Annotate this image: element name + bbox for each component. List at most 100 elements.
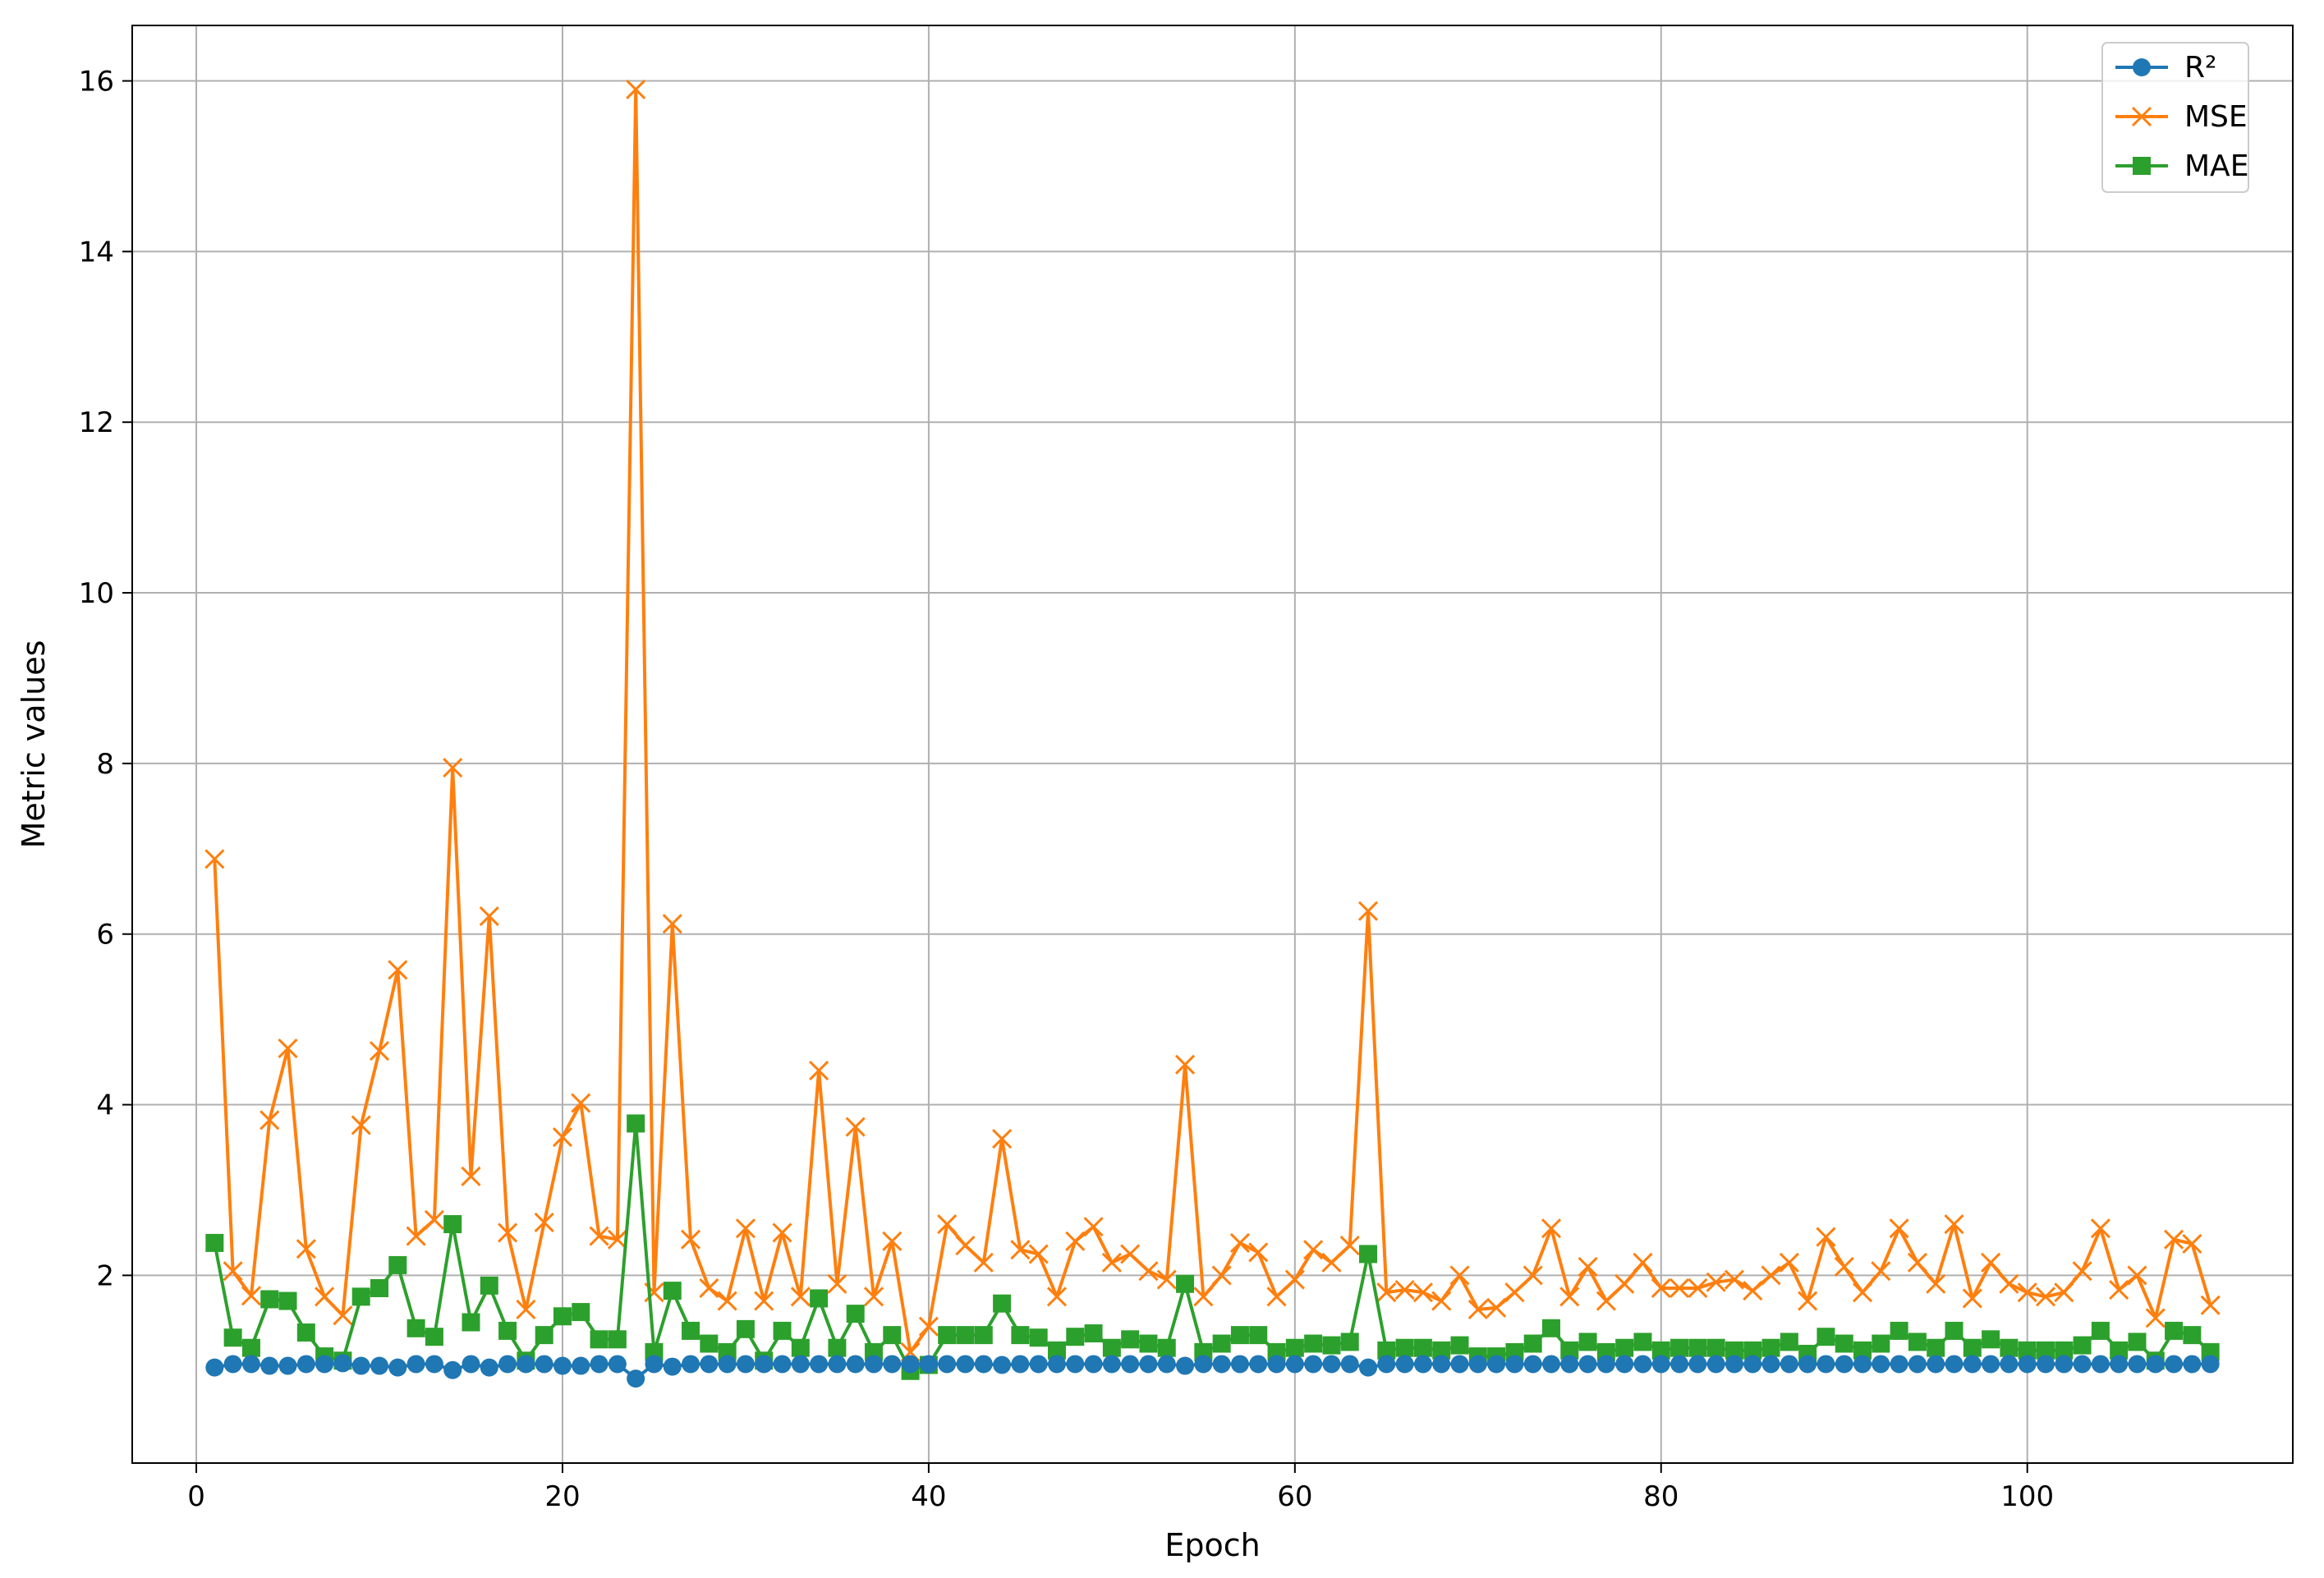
data-point xyxy=(1596,1291,1616,1311)
data-point xyxy=(626,79,646,99)
data-point xyxy=(846,1355,865,1374)
data-point xyxy=(1890,1321,1908,1340)
data-point xyxy=(608,1330,627,1349)
data-point xyxy=(810,1289,829,1308)
data-point xyxy=(1102,1355,1121,1374)
data-point xyxy=(1927,1355,1945,1374)
data-point xyxy=(1633,1355,1652,1374)
data-point xyxy=(1450,1336,1469,1355)
data-point xyxy=(2035,1287,2056,1307)
data-point xyxy=(993,1294,1012,1313)
data-point xyxy=(1139,1334,1158,1353)
data-point xyxy=(1743,1355,1762,1374)
data-point xyxy=(2127,1265,2147,1286)
data-point xyxy=(370,1356,389,1375)
data-point xyxy=(480,1276,498,1295)
data-point xyxy=(1359,1245,1378,1264)
data-point xyxy=(1852,1282,1873,1303)
data-point xyxy=(1578,1333,1597,1351)
x-tick-label: 80 xyxy=(1643,1480,1679,1513)
data-point xyxy=(534,1212,554,1233)
data-point xyxy=(223,1355,242,1374)
data-point xyxy=(1083,1217,1104,1237)
data-point xyxy=(845,1117,866,1137)
data-point xyxy=(553,1307,572,1326)
data-point xyxy=(992,1129,1013,1149)
data-point xyxy=(1120,1244,1141,1264)
x-axis: 0 20 40 60 80 100 xyxy=(187,1463,2054,1513)
data-point xyxy=(205,1358,224,1377)
data-point xyxy=(1541,1319,1560,1337)
data-point xyxy=(1926,1273,1946,1294)
data-point xyxy=(1431,1291,1452,1311)
data-point xyxy=(241,1355,260,1374)
data-point xyxy=(278,1291,297,1310)
data-point xyxy=(1084,1355,1103,1374)
data-point xyxy=(1248,1242,1269,1263)
data-point xyxy=(1541,1355,1560,1374)
data-point xyxy=(2036,1341,2055,1360)
data-point xyxy=(1102,1338,1121,1357)
data-point xyxy=(791,1338,810,1357)
data-point xyxy=(1028,1244,1049,1264)
data-point xyxy=(1211,1265,1232,1286)
data-point xyxy=(553,1356,572,1375)
data-point xyxy=(315,1287,335,1307)
data-point xyxy=(1725,1355,1743,1374)
data-point xyxy=(1999,1273,2019,1294)
data-point xyxy=(1761,1338,1780,1357)
data-point xyxy=(351,1287,370,1306)
data-point xyxy=(1230,1326,1249,1345)
data-point xyxy=(461,1166,481,1186)
data-point xyxy=(1670,1338,1689,1357)
data-point xyxy=(388,1255,407,1274)
data-point xyxy=(1467,1299,1488,1320)
data-point xyxy=(572,1303,590,1322)
data-point xyxy=(754,1291,774,1311)
data-point xyxy=(406,1319,425,1337)
data-point xyxy=(241,1286,261,1306)
data-point xyxy=(1725,1341,1743,1360)
data-point xyxy=(627,1369,645,1388)
data-point xyxy=(1816,1227,1836,1247)
data-point xyxy=(1340,1333,1359,1351)
data-point xyxy=(2090,1218,2110,1239)
y-tick-label: 2 xyxy=(96,1259,114,1292)
data-point xyxy=(1285,1338,1304,1357)
data-point xyxy=(955,1235,976,1256)
legend-label: R² xyxy=(2184,51,2216,85)
x-tick-label: 40 xyxy=(911,1480,946,1513)
y-axis: 2 4 6 8 10 12 14 16 xyxy=(79,66,132,1292)
data-point xyxy=(810,1355,829,1374)
data-point xyxy=(1670,1355,1689,1374)
data-point xyxy=(717,1291,737,1311)
data-point xyxy=(278,1356,297,1375)
x-tick-label: 100 xyxy=(2000,1480,2054,1513)
data-point xyxy=(938,1355,957,1374)
data-point xyxy=(315,1355,334,1374)
data-point xyxy=(663,1282,682,1300)
data-point xyxy=(1194,1355,1213,1374)
data-point xyxy=(443,758,463,778)
data-point xyxy=(2109,1279,2129,1300)
data-point xyxy=(1357,901,1379,921)
data-point xyxy=(1706,1338,1725,1357)
data-point xyxy=(1669,1278,1690,1299)
data-point xyxy=(1212,1334,1231,1353)
data-point xyxy=(1945,1321,1963,1340)
data-point xyxy=(1981,1252,2001,1273)
data-point xyxy=(388,1358,407,1377)
data-point xyxy=(2201,1355,2220,1374)
data-point xyxy=(1359,1358,1378,1377)
legend-label: MSE xyxy=(2184,100,2248,134)
data-point xyxy=(1962,1288,1982,1309)
data-point xyxy=(498,1321,517,1340)
data-point xyxy=(517,1355,535,1374)
data-point xyxy=(700,1355,719,1374)
data-point xyxy=(883,1355,902,1374)
data-point xyxy=(1614,1273,1635,1294)
data-point xyxy=(1578,1355,1597,1374)
x-axis-label: Epoch xyxy=(1164,1527,1260,1563)
data-point xyxy=(1780,1355,1798,1374)
